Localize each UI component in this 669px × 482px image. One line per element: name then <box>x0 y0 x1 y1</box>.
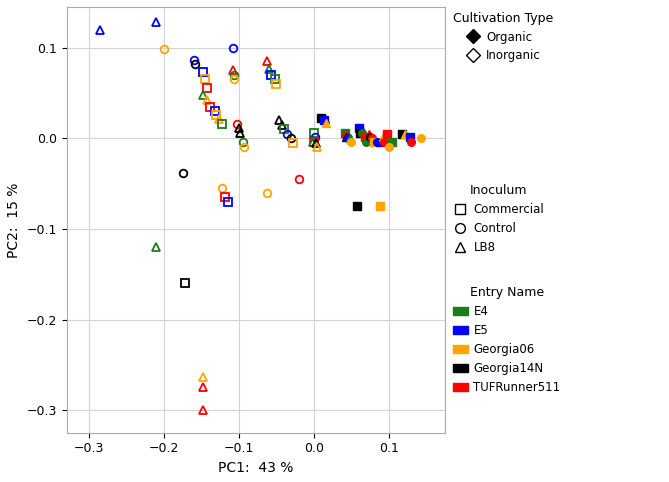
Legend: E4, E5, Georgia06, Georgia14N, TUFRunner511: E4, E5, Georgia06, Georgia14N, TUFRunner… <box>449 281 565 399</box>
Y-axis label: PC2:  15 %: PC2: 15 % <box>7 182 21 257</box>
X-axis label: PC1:  43 %: PC1: 43 % <box>218 461 294 475</box>
